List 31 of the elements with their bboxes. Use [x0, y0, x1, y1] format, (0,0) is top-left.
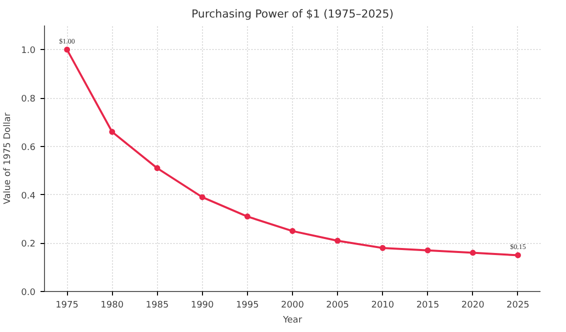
- x-tick-label: 2025: [506, 300, 530, 310]
- x-tick-label: 2015: [416, 300, 440, 310]
- point: [64, 46, 70, 53]
- x-tick-label: 1975: [56, 300, 78, 310]
- y-tick-label: 0.0: [21, 288, 36, 298]
- x-tick-label: 1990: [190, 300, 214, 310]
- y-tick-label: 0.8: [21, 94, 36, 105]
- y-tick-label: 0.2: [21, 240, 36, 250]
- point: [514, 252, 521, 258]
- x-tick-label: 2000: [281, 300, 304, 310]
- x-tick-label: 2020: [461, 300, 485, 310]
- point: [470, 250, 476, 256]
- x-tick-label: 1985: [146, 300, 169, 310]
- y-tick-label: 0.6: [21, 142, 36, 153]
- x-axis-title: Year: [282, 316, 302, 326]
- point: [109, 128, 116, 135]
- x-tick-label: 2010: [371, 300, 394, 310]
- y-tick-label: 0.4: [21, 191, 36, 202]
- chart-title: Purchasing Power of $1 (1975–2025): [191, 8, 394, 20]
- point: [380, 244, 386, 251]
- point: [290, 228, 296, 234]
- point: [424, 247, 431, 254]
- point: [199, 194, 206, 200]
- point: [154, 165, 160, 172]
- point: [244, 214, 250, 220]
- y-axis-title: Value of 1975 Dollar: [3, 112, 14, 204]
- point: [334, 238, 341, 244]
- y-tick-label: 1.0: [21, 46, 36, 56]
- x-tick-label: 2005: [326, 300, 350, 310]
- x-tick-label: 1995: [236, 300, 259, 310]
- x-tick-label: 1980: [100, 300, 124, 310]
